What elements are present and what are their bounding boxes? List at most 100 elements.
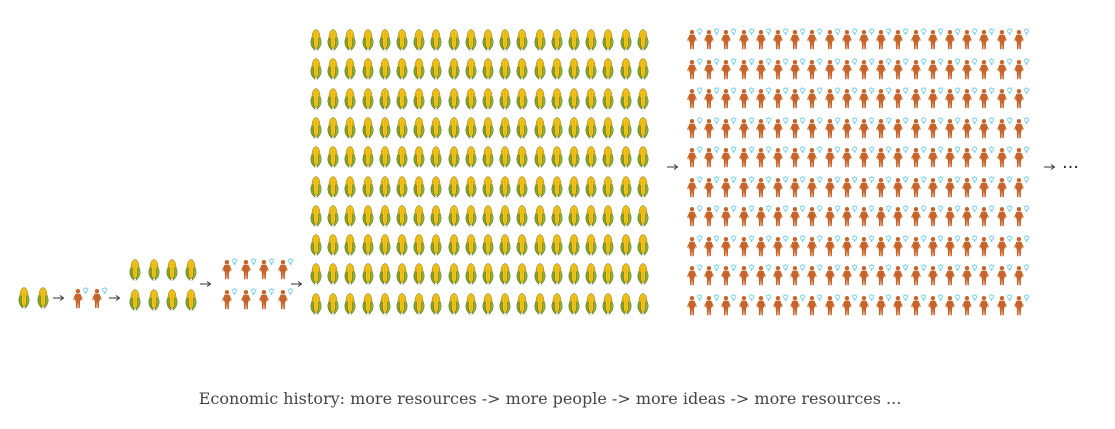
person-icon xyxy=(859,234,875,256)
corn-icon xyxy=(378,145,392,169)
corn-icon xyxy=(395,87,409,111)
person-icon xyxy=(859,86,875,109)
person-icon xyxy=(738,293,755,315)
lightbulb-icon xyxy=(850,27,858,36)
person-icon xyxy=(979,57,996,79)
person-icon xyxy=(841,263,858,286)
lightbulb-icon xyxy=(782,204,789,213)
person-icon xyxy=(704,263,721,286)
person-icon xyxy=(996,204,1013,227)
person-icon xyxy=(876,263,893,286)
corn-icon xyxy=(343,87,357,111)
person-icon xyxy=(945,86,961,109)
lightbulb-icon xyxy=(936,86,944,95)
person-icon xyxy=(790,57,807,79)
person-icon xyxy=(859,263,875,286)
corn-icon xyxy=(412,204,426,228)
lightbulb-icon xyxy=(816,116,824,124)
person-icon xyxy=(240,257,257,280)
corn-icon xyxy=(515,262,529,286)
corn-icon xyxy=(326,233,340,257)
lightbulb-icon xyxy=(747,86,755,95)
person-icon xyxy=(893,57,910,79)
lightbulb-icon xyxy=(730,175,738,183)
person-icon xyxy=(738,175,755,197)
corn-icon xyxy=(464,292,478,316)
lightbulb-icon xyxy=(936,293,944,301)
corn-icon xyxy=(533,28,547,52)
lightbulb-icon xyxy=(816,27,824,36)
lightbulb-icon xyxy=(936,57,944,65)
lightbulb-icon xyxy=(833,27,841,36)
corn-icon xyxy=(619,145,633,169)
corn-icon xyxy=(395,262,409,286)
corn-icon xyxy=(309,57,323,81)
lightbulb-icon xyxy=(833,57,841,65)
corn-icon xyxy=(378,204,392,228)
corn-icon xyxy=(309,116,323,140)
lightbulb-icon xyxy=(696,263,703,272)
person-icon xyxy=(687,27,703,50)
corn-icon xyxy=(515,292,529,316)
corn-icon xyxy=(498,87,512,111)
lightbulb-icon xyxy=(902,175,910,183)
lightbulb-icon xyxy=(954,204,961,213)
person-icon xyxy=(721,263,738,286)
person-icon xyxy=(927,86,944,109)
lightbulb-icon xyxy=(799,86,807,95)
person-icon xyxy=(893,116,910,138)
corn-icon xyxy=(464,262,478,286)
person-icon xyxy=(824,204,841,227)
lightbulb-icon xyxy=(971,116,979,124)
lightbulb-icon xyxy=(868,175,875,183)
lightbulb-icon xyxy=(782,145,789,154)
person-icon xyxy=(259,257,275,280)
corn-icon xyxy=(309,145,323,169)
person-icon xyxy=(721,175,738,197)
corn-icon xyxy=(165,288,179,312)
person-icon xyxy=(704,27,721,50)
person-icon xyxy=(824,116,841,138)
corn-icon xyxy=(378,87,392,111)
person-icon xyxy=(721,145,738,168)
lightbulb-icon xyxy=(971,204,979,213)
lightbulb-icon xyxy=(713,27,721,36)
lightbulb-icon xyxy=(954,293,961,301)
lightbulb-icon xyxy=(850,86,858,95)
lightbulb-icon xyxy=(919,263,927,272)
person-icon xyxy=(773,263,789,286)
corn-icon xyxy=(309,204,323,228)
person-icon xyxy=(910,204,927,227)
corn-icon xyxy=(636,57,650,81)
lightbulb-icon xyxy=(988,27,996,36)
corn-icon xyxy=(395,28,409,52)
lightbulb-icon xyxy=(833,145,841,154)
person-icon xyxy=(945,175,961,197)
person-icon xyxy=(859,27,875,50)
person-icon xyxy=(1013,57,1030,79)
corn-icon xyxy=(309,233,323,257)
corn-icon xyxy=(498,262,512,286)
person-icon xyxy=(824,293,841,315)
corn-icon xyxy=(584,145,598,169)
lightbulb-icon xyxy=(936,145,944,154)
person-icon xyxy=(773,293,789,315)
corn-icon xyxy=(567,28,581,52)
person-icon xyxy=(704,234,721,256)
corn-icon xyxy=(447,204,461,228)
person-icon xyxy=(945,263,961,286)
person-icon xyxy=(996,175,1013,197)
person-icon xyxy=(807,293,824,315)
lightbulb-icon xyxy=(696,204,703,213)
person-icon xyxy=(824,175,841,197)
lightbulb-icon xyxy=(764,145,772,154)
lightbulb-icon xyxy=(1005,175,1013,183)
corn-icon xyxy=(447,57,461,81)
corn-icon xyxy=(361,145,375,169)
corn-icon xyxy=(429,233,443,257)
lightbulb-icon xyxy=(696,234,703,242)
corn-icon xyxy=(464,233,478,257)
lightbulb-icon xyxy=(988,234,996,242)
person-icon xyxy=(738,57,755,79)
lightbulb-icon xyxy=(101,286,108,295)
